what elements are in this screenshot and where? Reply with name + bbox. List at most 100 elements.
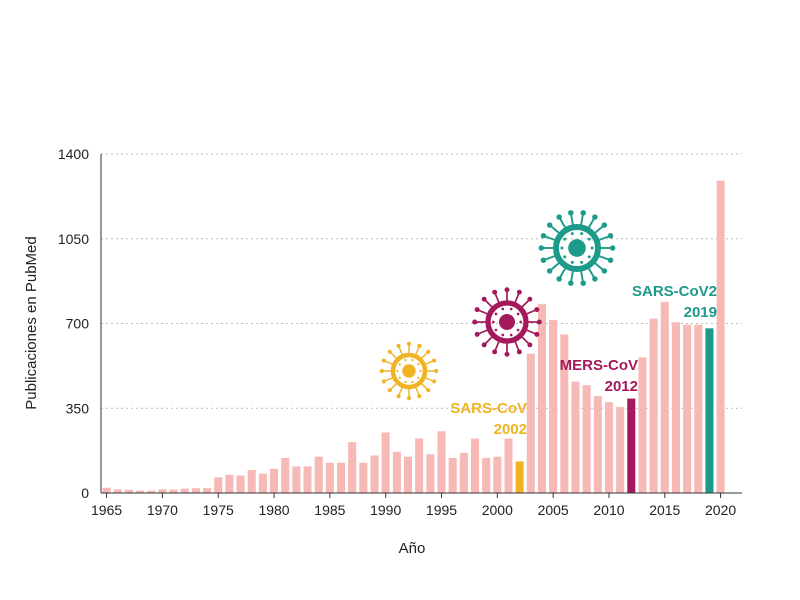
virus-spike [559, 218, 567, 229]
bar-2002 [515, 461, 524, 493]
virus-spike [587, 267, 595, 278]
x-tick-label: 2020 [705, 502, 736, 518]
virus-spike [550, 225, 560, 234]
virus-spike-tip [379, 368, 384, 374]
virus-spike-tip [381, 379, 386, 384]
x-tick-label: 2005 [538, 502, 569, 518]
virus-spike-tip [540, 257, 547, 263]
virus-spike [580, 214, 584, 226]
bar-2018 [694, 324, 703, 493]
bar-1987 [348, 442, 357, 493]
mers-cov-year-label: 2012 [605, 378, 638, 395]
virus-spike [525, 329, 536, 335]
virus-spike-tip [536, 319, 542, 325]
virus-dot [398, 363, 401, 366]
bar-1991 [392, 451, 401, 493]
virus-spike [494, 293, 500, 304]
virus-spike-tip [474, 307, 480, 313]
virus-spike-tip [601, 222, 608, 228]
bar-1995 [437, 431, 446, 493]
bar-1967 [124, 489, 133, 493]
bar-2020 [716, 180, 725, 493]
virus-dot [501, 333, 505, 337]
virus-dot [417, 363, 420, 366]
virus-spike [521, 336, 530, 345]
virus-spike-tip [426, 388, 431, 393]
virus-spike [385, 377, 394, 382]
virus-spike-tip [387, 388, 392, 393]
virus-spike [478, 329, 489, 335]
virus-spike-tip [527, 342, 533, 348]
y-tick-label: 350 [66, 400, 90, 416]
virus-dot [590, 246, 594, 250]
bar-2007 [571, 381, 580, 493]
bar-1974 [203, 488, 212, 493]
virus-spike [415, 386, 420, 395]
x-tick-label: 1980 [258, 502, 289, 518]
virus-spike [559, 267, 567, 278]
virus-spike [398, 386, 403, 395]
virus-spike [385, 360, 394, 365]
bar-1965 [102, 487, 111, 493]
virus-spike [521, 299, 530, 308]
virus-dot [404, 358, 407, 362]
virus-spike-tip [472, 319, 478, 325]
virus-dot [411, 358, 414, 362]
virus-spike [424, 377, 433, 382]
virus-icon [538, 210, 616, 286]
x-tick-label: 1985 [314, 502, 345, 518]
x-tick-label: 1995 [426, 502, 457, 518]
x-tick-label: 1975 [203, 502, 234, 518]
virus-spike [550, 262, 560, 271]
virus-dot [570, 260, 574, 264]
x-tick-label: 2000 [482, 502, 513, 518]
virus-spike [525, 309, 536, 315]
virus-dot [516, 328, 520, 332]
bar-2001 [504, 438, 513, 493]
virus-dot [491, 320, 495, 324]
virus-spike-tip [492, 289, 498, 295]
virus-spike [580, 270, 584, 282]
virus-spike-tip [556, 214, 562, 220]
bar-1989 [370, 455, 379, 493]
bar-2008 [582, 385, 591, 493]
bar-1980 [270, 468, 279, 493]
virus-dot [501, 307, 505, 311]
virus-spike-tip [504, 351, 510, 357]
x-tick-label: 2010 [593, 502, 624, 518]
virus-spike-tip [381, 358, 386, 363]
bar-1990 [381, 432, 390, 493]
virus-dot [563, 255, 567, 259]
bar-1968 [136, 490, 145, 493]
virus-spike [420, 352, 428, 360]
virus-spike [598, 255, 609, 261]
bar-1983 [303, 466, 312, 493]
virus-spike-tip [417, 343, 422, 348]
bar-2006 [560, 334, 569, 493]
virus-spike-tip [406, 341, 412, 346]
x-tick-label: 2015 [649, 502, 680, 518]
bar-1970 [158, 489, 167, 493]
virus-spike-tip [592, 276, 598, 282]
virus-spike-tip [504, 287, 510, 293]
virus-core [402, 364, 416, 378]
sars-cov-label: SARS-CoV [450, 400, 527, 417]
bar-2000 [493, 456, 502, 493]
virus-spike-tip [396, 343, 401, 348]
bar-2016 [671, 322, 680, 493]
virus-dot [417, 376, 420, 379]
bar-1999 [482, 457, 491, 493]
sars-cov2-year-label: 2019 [684, 304, 717, 321]
bar-2005 [549, 319, 558, 493]
virus-spike-tip [492, 349, 498, 355]
virus-spike [570, 270, 574, 282]
virus-spike-tip [434, 368, 439, 374]
y-tick-labels: 0 350 700 1050 1400 [58, 146, 89, 501]
bar-1966 [113, 489, 122, 493]
mers-cov-label: MERS-CoV [560, 357, 638, 374]
bar-1988 [359, 462, 368, 493]
virus-spike-tip [607, 257, 614, 263]
virus-dot [411, 380, 414, 384]
virus-spike-tip [601, 268, 608, 274]
